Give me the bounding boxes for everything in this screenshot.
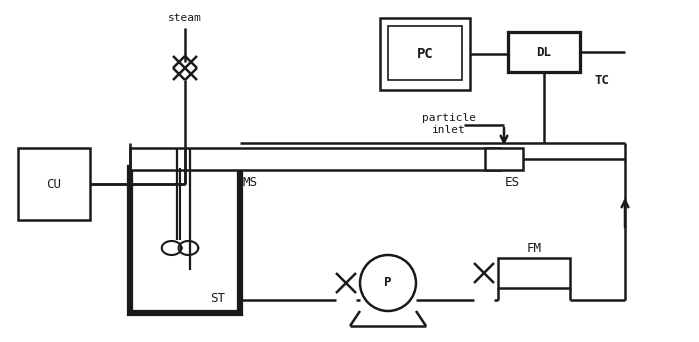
Bar (388, 26, 462, 80)
Text: FM: FM (526, 241, 542, 254)
Text: steam: steam (168, 13, 202, 23)
Text: ES: ES (505, 175, 519, 188)
Bar (508, 32, 580, 72)
Bar (498, 258, 570, 288)
Text: particle: particle (422, 113, 476, 123)
Text: DL: DL (537, 45, 552, 58)
Bar (485, 148, 523, 170)
Text: ST: ST (210, 291, 226, 304)
Text: TC: TC (595, 74, 610, 87)
Text: inlet: inlet (432, 125, 466, 135)
Bar (130, 168, 240, 313)
Text: P: P (384, 276, 391, 289)
Text: MS: MS (243, 175, 257, 188)
Bar (18, 148, 90, 220)
Text: CU: CU (47, 177, 62, 190)
Bar (130, 148, 500, 170)
Circle shape (360, 255, 416, 311)
Text: PC: PC (417, 47, 433, 61)
Bar (380, 18, 470, 90)
